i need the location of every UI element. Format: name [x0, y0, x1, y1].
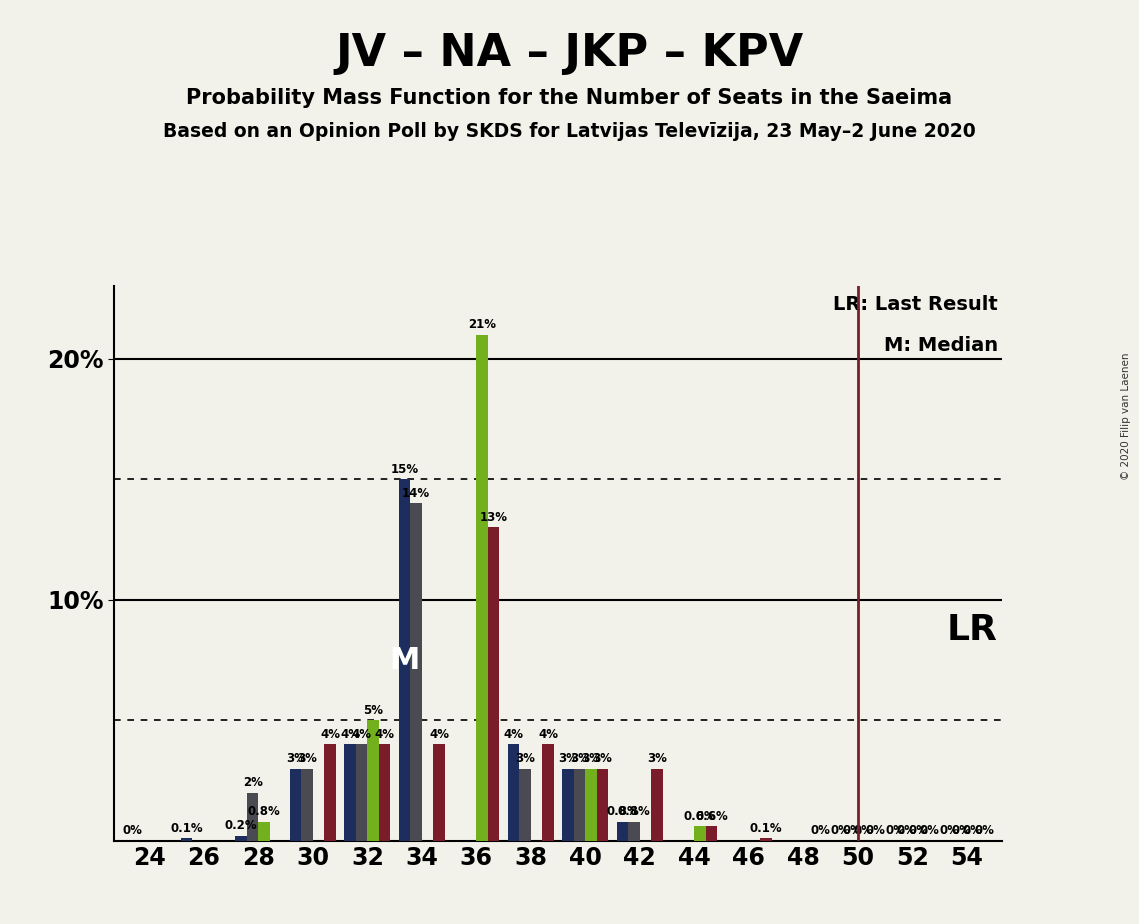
- Bar: [325, 745, 336, 841]
- Text: 3%: 3%: [581, 752, 601, 765]
- Text: M: Median: M: Median: [884, 336, 998, 356]
- Bar: [259, 821, 270, 841]
- Text: 4%: 4%: [375, 728, 394, 741]
- Text: 0%: 0%: [830, 824, 851, 837]
- Text: 4%: 4%: [538, 728, 558, 741]
- Text: 0%: 0%: [866, 824, 885, 837]
- Text: 4%: 4%: [341, 728, 360, 741]
- Bar: [290, 769, 302, 841]
- Bar: [368, 721, 379, 841]
- Text: 0.1%: 0.1%: [749, 821, 782, 834]
- Text: 2%: 2%: [243, 776, 263, 789]
- Text: 4%: 4%: [352, 728, 371, 741]
- Text: 3%: 3%: [558, 752, 579, 765]
- Text: 3%: 3%: [297, 752, 317, 765]
- Text: 15%: 15%: [391, 463, 419, 476]
- Bar: [761, 838, 772, 841]
- Text: 3%: 3%: [286, 752, 305, 765]
- Text: 0%: 0%: [811, 824, 830, 837]
- Text: 4%: 4%: [503, 728, 524, 741]
- Text: 14%: 14%: [402, 487, 431, 500]
- Text: 3%: 3%: [515, 752, 535, 765]
- Bar: [344, 745, 355, 841]
- Text: 0%: 0%: [962, 824, 983, 837]
- Text: 0.6%: 0.6%: [683, 809, 716, 822]
- Text: 0%: 0%: [853, 824, 874, 837]
- Bar: [542, 745, 554, 841]
- Text: Based on an Opinion Poll by SKDS for Latvijas Televīzija, 23 May–2 June 2020: Based on an Opinion Poll by SKDS for Lat…: [163, 122, 976, 141]
- Text: 13%: 13%: [480, 511, 508, 524]
- Text: 4%: 4%: [429, 728, 449, 741]
- Text: 0.8%: 0.8%: [606, 805, 639, 818]
- Bar: [519, 769, 531, 841]
- Bar: [695, 826, 706, 841]
- Bar: [247, 793, 259, 841]
- Text: 0.1%: 0.1%: [171, 821, 203, 834]
- Bar: [585, 769, 597, 841]
- Bar: [563, 769, 574, 841]
- Bar: [597, 769, 608, 841]
- Bar: [236, 836, 247, 841]
- Text: LR: LR: [947, 614, 998, 647]
- Text: 21%: 21%: [468, 318, 497, 331]
- Bar: [433, 745, 444, 841]
- Text: 0.8%: 0.8%: [247, 805, 280, 818]
- Bar: [487, 528, 499, 841]
- Bar: [629, 821, 640, 841]
- Bar: [508, 745, 519, 841]
- Text: 0%: 0%: [908, 824, 928, 837]
- Text: © 2020 Filip van Laenen: © 2020 Filip van Laenen: [1121, 352, 1131, 480]
- Bar: [181, 838, 192, 841]
- Text: 0%: 0%: [896, 824, 917, 837]
- Text: 4%: 4%: [320, 728, 341, 741]
- Bar: [476, 334, 487, 841]
- Text: 0.8%: 0.8%: [617, 805, 650, 818]
- Text: 3%: 3%: [592, 752, 613, 765]
- Bar: [617, 821, 629, 841]
- Bar: [379, 745, 391, 841]
- Text: 0.2%: 0.2%: [224, 820, 257, 833]
- Bar: [706, 826, 718, 841]
- Text: 0%: 0%: [951, 824, 972, 837]
- Bar: [302, 769, 313, 841]
- Text: 5%: 5%: [363, 704, 383, 717]
- Text: 0%: 0%: [940, 824, 960, 837]
- Bar: [652, 769, 663, 841]
- Bar: [399, 480, 410, 841]
- Text: 0%: 0%: [974, 824, 994, 837]
- Text: LR: Last Result: LR: Last Result: [833, 295, 998, 314]
- Text: 0.6%: 0.6%: [695, 809, 728, 822]
- Text: 3%: 3%: [647, 752, 667, 765]
- Text: 0%: 0%: [122, 824, 142, 837]
- Text: M: M: [390, 646, 420, 675]
- Bar: [574, 769, 585, 841]
- Text: 3%: 3%: [570, 752, 590, 765]
- Text: 0%: 0%: [885, 824, 906, 837]
- Text: Probability Mass Function for the Number of Seats in the Saeima: Probability Mass Function for the Number…: [187, 88, 952, 108]
- Bar: [355, 745, 368, 841]
- Text: JV – NA – JKP – KPV: JV – NA – JKP – KPV: [335, 32, 804, 76]
- Bar: [410, 504, 421, 841]
- Text: 0%: 0%: [842, 824, 862, 837]
- Text: 0%: 0%: [919, 824, 940, 837]
